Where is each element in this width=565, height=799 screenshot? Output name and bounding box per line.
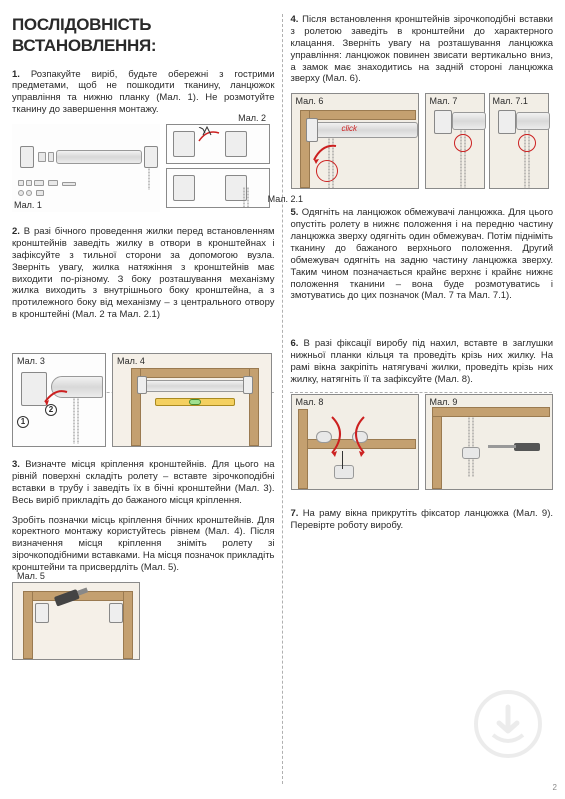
fig-row-1: Мал. 1 Мал. 2 Мал. 2: [12, 124, 275, 212]
page-number: 2: [553, 783, 557, 793]
figure-6-label: Мал. 6: [296, 96, 324, 107]
figure-2-1-label: Мал. 2.1: [268, 194, 303, 205]
step-3a-text: 3. Визначте місця кріплення кронштейнів.…: [12, 459, 275, 507]
step-6-body: В разі фіксації виробу під нахил, вставт…: [291, 338, 554, 385]
figure-2-1: Мал. 2.1: [166, 168, 270, 208]
step-4-num: 4.: [291, 14, 299, 25]
step-3a-body: Визначте місця кріплення кронштейнів. Дл…: [12, 459, 275, 506]
figure-7-1-label: Мал. 7.1: [493, 96, 528, 107]
figure-1: Мал. 1: [12, 124, 160, 212]
figure-5-label: Мал. 5: [17, 571, 45, 582]
figure-1-label: Мал. 1: [14, 200, 42, 211]
right-column: 4. Після встановлення кронштейнів зірочк…: [291, 14, 554, 787]
figure-6: Мал. 6 click: [291, 93, 419, 189]
figure-3-label: Мал. 3: [17, 356, 45, 367]
step-6-num: 6.: [291, 338, 299, 349]
step-6-text: 6. В разі фіксації виробу під нахил, вст…: [291, 338, 554, 386]
vertical-divider: [282, 14, 283, 784]
figure-4-label: Мал. 4: [117, 356, 145, 367]
figure-9: Мал. 9: [425, 394, 553, 490]
click-label: click: [342, 124, 358, 134]
step-2-body: В разі бічного проведення жилки перед вс…: [12, 226, 275, 320]
figure-3: Мал. 3 1 2: [12, 353, 106, 447]
step-2-text: 2. В разі бічного проведення жилки перед…: [12, 226, 275, 321]
figure-7-1: Мал. 7.1: [489, 93, 549, 189]
step-2-num: 2.: [12, 226, 20, 237]
step-3b-text: Зробіть позначки місць кріплення бічних …: [12, 515, 275, 574]
figure-7: Мал. 7: [425, 93, 485, 189]
figure-5: Мал. 5: [12, 582, 140, 660]
left-column: ПОСЛІДОВНІСТЬ ВСТАНОВЛЕННЯ: 1. Розпакуйт…: [12, 14, 275, 787]
figure-8-label: Мал. 8: [296, 397, 324, 408]
figure-2-label: Мал. 2: [238, 113, 266, 124]
step-5-num: 5.: [291, 207, 299, 218]
figure-7-label: Мал. 7: [430, 96, 458, 107]
page-title: ПОСЛІДОВНІСТЬ ВСТАНОВЛЕННЯ:: [12, 14, 275, 57]
step-5-text: 5. Одягніть на ланцюжок обмежувачі ланцю…: [291, 207, 554, 302]
marker-2: 2: [45, 404, 57, 416]
step-1-text: 1. Розпакуйте виріб, будьте обережні з г…: [12, 69, 275, 117]
fig-row-2: Мал. 3 1 2 Мал. 4: [12, 353, 275, 449]
step-1-num: 1.: [12, 69, 20, 80]
step-4-body: Після встановлення кронштейнів зірочкопо…: [291, 14, 554, 84]
step-3b-body: Зробіть позначки місць кріплення бічних …: [12, 515, 275, 574]
fig-row-3: Мал. 6 click Мал. 7: [291, 93, 554, 191]
step-7-body: На раму вікна прикрутіть фіксатор ланцюж…: [291, 508, 554, 531]
watermark-icon: [473, 689, 543, 759]
figure-2: Мал. 2: [166, 124, 270, 164]
figure-8: Мал. 8: [291, 394, 419, 490]
fig-row-4: Мал. 8 Ма: [291, 394, 554, 492]
step-3-num: 3.: [12, 459, 20, 470]
page-root: ПОСЛІДОВНІСТЬ ВСТАНОВЛЕННЯ: 1. Розпакуйт…: [0, 0, 565, 799]
figure-4: Мал. 4: [112, 353, 272, 447]
step-5-body: Одягніть на ланцюжок обмежувачі ланцюжка…: [291, 207, 554, 301]
marker-1: 1: [17, 416, 29, 428]
step-7-text: 7. На раму вікна прикрутіть фіксатор лан…: [291, 508, 554, 532]
step-4-text: 4. Після встановлення кронштейнів зірочк…: [291, 14, 554, 85]
step-1-body: Розпакуйте виріб, будьте обережні з гост…: [12, 69, 275, 116]
step-7-num: 7.: [291, 508, 299, 519]
